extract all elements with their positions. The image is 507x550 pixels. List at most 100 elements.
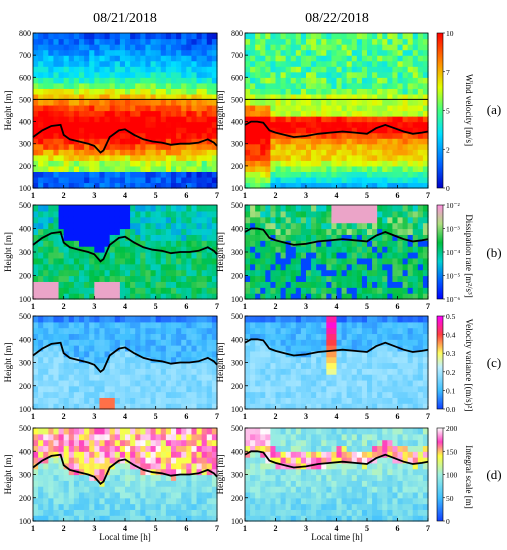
heatmap-cell [94,257,101,265]
heatmap-cell [331,368,338,375]
heatmap-cell [43,210,49,218]
heatmap-cell [145,293,152,300]
heatmap-cell [135,462,141,470]
heatmap-cell [33,71,39,78]
heatmap-cell [412,121,419,128]
heatmap-cell [417,49,424,56]
heatmap-cell [73,385,80,393]
heatmap-cell [125,503,131,510]
heatmap-cell [290,379,297,387]
heatmap-cell [119,132,126,139]
heatmap-cell [53,293,60,300]
heatmap-cell [211,160,218,167]
heatmap-cell [245,379,251,387]
heatmap-cell [99,33,106,40]
heatmap-cell [79,88,85,95]
heatmap-cell [245,228,251,235]
heatmap-cell [165,428,172,435]
heatmap-cell [181,252,187,259]
heatmap-cell [316,82,322,89]
heatmap-cell [114,350,121,358]
heatmap-cell [201,269,208,277]
heatmap-cell [382,44,388,51]
heatmap-cell [119,327,126,335]
heatmap-cell [270,99,277,106]
heatmap-cell [48,210,55,218]
heatmap-cell [311,182,317,189]
heatmap-cell [280,316,287,323]
heatmap-cell [206,176,213,184]
heatmap-cell [84,88,90,95]
heatmap-cell [99,515,106,522]
heatmap-cell [245,110,251,117]
heatmap-cell [181,154,187,161]
heatmap-cell [407,77,414,84]
heatmap-cell [321,222,327,230]
heatmap-cell [191,350,198,358]
heatmap-cell [38,293,44,300]
heatmap-cell [171,132,177,139]
heatmap-cell [407,138,414,145]
heatmap-cell [295,287,302,294]
heatmap-cell [331,176,338,184]
heatmap-cell [265,316,272,323]
heatmap-cell [130,127,136,134]
heatmap-cell [306,257,312,265]
heatmap-cell [280,275,287,282]
heatmap-cell [290,88,297,95]
heatmap-cell [109,38,116,45]
heatmap-cell [181,127,187,134]
heatmap-cell [346,362,353,369]
heatmap-cell [211,44,218,51]
heatmap-cell [407,176,414,184]
heatmap-cell [275,138,282,145]
heatmap-cell [140,205,147,212]
heatmap-cell [33,77,39,84]
heatmap-cell [160,127,167,134]
heatmap-cell [109,275,116,282]
heatmap-cell [356,269,363,277]
heatmap-cell [89,216,95,224]
heatmap-cell [53,216,60,224]
heatmap-cell [387,71,394,78]
heatmap-cell [295,385,302,393]
heatmap-cell [250,38,256,45]
heatmap-cell [186,38,193,45]
heatmap-cell [321,293,327,300]
heatmap-cell [341,82,348,89]
heatmap-cell [140,234,147,241]
heatmap-cell [397,143,404,150]
heatmap-cell [58,491,65,499]
heatmap-cell [114,257,121,265]
heatmap-cell [73,439,80,447]
heatmap-cell [280,281,287,288]
heatmap-cell [140,428,147,435]
heatmap-cell [280,263,287,271]
heatmap-cell [306,182,312,189]
heatmap-cell [326,246,333,253]
heatmap-cell [306,210,312,218]
heatmap-cell [402,216,409,224]
heatmap-cell [84,205,90,212]
heatmap-cell [275,356,282,364]
heatmap-cell [270,281,277,288]
heatmap-cell [135,374,141,381]
heatmap-cell [245,234,251,241]
heatmap-cell [176,491,182,499]
heatmap-cell [43,104,49,112]
heatmap-cell [321,165,327,172]
heatmap-cell [109,257,116,265]
heatmap-cell [407,379,414,387]
heatmap-cell [387,345,394,352]
heatmap-cell [367,263,373,271]
heatmap-cell [201,38,208,45]
heatmap-cell [306,93,312,101]
heatmap-cell [43,228,49,235]
heatmap-cell [140,88,147,95]
heatmap-cell [361,356,368,364]
heatmap-cell [94,121,101,128]
heatmap-cell [316,210,322,218]
heatmap-cell [94,439,101,447]
heatmap-cell [372,154,378,161]
heatmap-cell [356,345,363,352]
